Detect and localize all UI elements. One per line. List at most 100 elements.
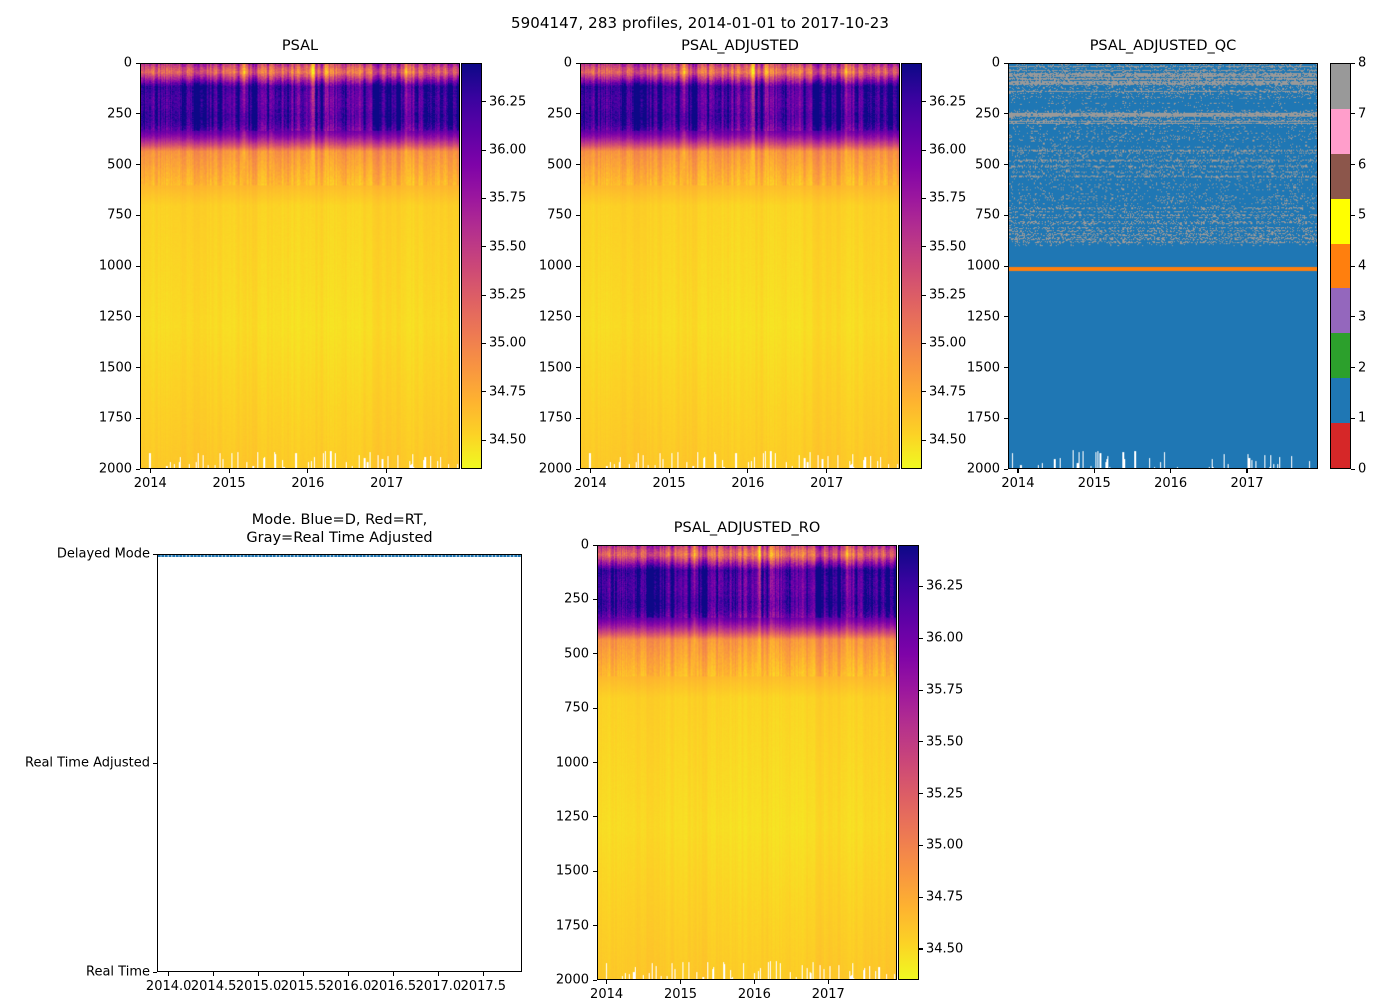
panel-mode-title: Mode. Blue=D, Red=RT, Gray=Real Time Adj… <box>246 512 433 546</box>
psal-cbar-label-0: 34.50 <box>489 432 527 448</box>
psal-adjusted-ytick-label-500: 500 <box>547 157 572 172</box>
psal-adjusted-qc-xtick-2017 <box>1246 469 1248 473</box>
psal-cbar-label-7: 36.25 <box>489 94 527 110</box>
psal-adjusted-qc-cbar-tick-2 <box>1351 367 1355 369</box>
psal-adjusted-ro-xtick-2016 <box>753 980 755 984</box>
psal-adjusted-axes <box>580 63 900 469</box>
psal-adjusted-ro-xtick-label-2015: 2015 <box>663 987 698 1002</box>
psal-adjusted-qc-ytick-2000 <box>1003 468 1008 470</box>
psal-adjusted-cbar-tick-7 <box>922 101 926 103</box>
psal-adjusted-ro-ytick-label-1500: 1500 <box>555 863 589 879</box>
panel-psal-adjusted-qc-title: PSAL_ADJUSTED_QC <box>1089 38 1237 54</box>
figure-suptitle: 5904147, 283 profiles, 2014-01-01 to 201… <box>510 14 890 32</box>
mode-xtick-label-3: 2015.5 <box>280 979 327 994</box>
psal-adjusted-qc-ytick-label-1750: 1750 <box>966 410 1000 426</box>
psal-adjusted-qc-ytick-0 <box>1003 62 1008 64</box>
psal-cbar-tick-4 <box>482 246 486 248</box>
mode-xtick-label-2: 2015.0 <box>235 979 282 994</box>
psal-adjusted-ytick-750 <box>575 214 580 216</box>
psal-adjusted-ytick-label-1250: 1250 <box>538 309 572 325</box>
psal-ytick-1000 <box>135 265 140 267</box>
psal-heatmap <box>141 64 459 468</box>
psal-ytick-250 <box>135 113 140 115</box>
psal-adjusted-qc-cbar-label-2: 2 <box>1358 360 1367 375</box>
qc-colorbar-segment-0 <box>1331 423 1350 468</box>
psal-adjusted-ro-cbar-label-5: 35.75 <box>926 682 964 698</box>
psal-adjusted-ro-colorbar <box>898 545 919 980</box>
psal-ytick-1750 <box>135 417 140 419</box>
qc-colorbar-segment-1 <box>1331 378 1350 424</box>
psal-adjusted-ytick-label-250: 250 <box>547 106 572 122</box>
psal-adjusted-qc-xtick-label-2015: 2015 <box>1077 476 1111 491</box>
psal-cbar-tick-6 <box>482 149 486 151</box>
psal-adjusted-qc-xtick-label-2016: 2016 <box>1154 476 1188 491</box>
psal-adjusted-ro-ytick-label-1250: 1250 <box>555 809 589 825</box>
psal-cbar-tick-5 <box>482 197 486 199</box>
mode-xtick-label-5: 2016.5 <box>370 979 417 994</box>
psal-adjusted-cbar-label-4: 35.50 <box>929 239 967 255</box>
psal-adjusted-ro-ytick-2000 <box>592 979 597 981</box>
psal-ytick-label-500: 500 <box>107 157 132 172</box>
psal-adjusted-ro-cbar-label-1: 34.75 <box>926 889 964 905</box>
psal-adjusted-qc-ytick-250 <box>1003 113 1008 115</box>
psal-adjusted-xtick-label-2017: 2017 <box>810 476 844 491</box>
psal-adjusted-ytick-label-1500: 1500 <box>538 360 572 375</box>
mode-xtick-label-7: 2017.5 <box>460 979 507 994</box>
panel-psal-adjusted-ro-title: PSAL_ADJUSTED_RO <box>673 520 821 536</box>
psal-adjusted-qc-xtick-label-2017: 2017 <box>1230 476 1264 491</box>
psal-adjusted-ro-ytick-1000 <box>592 762 597 764</box>
psal-adjusted-ro-cbar-tick-1 <box>919 896 923 898</box>
psal-adjusted-qc-cbar-label-4: 4 <box>1358 258 1367 274</box>
psal-ytick-label-250: 250 <box>107 106 132 122</box>
psal-adjusted-cbar-tick-0 <box>922 439 926 441</box>
mode-xtick-3 <box>303 972 305 976</box>
psal-ytick-1500 <box>135 367 140 369</box>
psal-adjusted-cbar-tick-4 <box>922 246 926 248</box>
psal-adjusted-qc-ytick-1500 <box>1003 367 1008 369</box>
psal-adjusted-qc-cbar-label-7: 7 <box>1358 106 1367 122</box>
psal-adjusted-ro-xtick-label-2014: 2014 <box>590 987 624 1002</box>
psal-xtick-2014 <box>149 469 151 473</box>
psal-adjusted-ro-cbar-label-7: 36.25 <box>926 578 964 594</box>
psal-adjusted-ro-xtick-label-2016: 2016 <box>737 987 771 1002</box>
psal-adjusted-ytick-500 <box>575 164 580 166</box>
psal-adjusted-cbar-label-6: 36.00 <box>929 142 967 158</box>
qc-colorbar-segment-8 <box>1331 64 1350 109</box>
psal-ytick-label-0: 0 <box>123 55 132 71</box>
psal-adjusted-ro-xtick-2015 <box>679 980 682 984</box>
psal-adjusted-ro-heatmap <box>598 546 896 979</box>
psal-adjusted-qc-ytick-1250 <box>1003 316 1008 318</box>
psal-cbar-label-4: 35.50 <box>489 239 527 255</box>
psal-adjusted-ro-ytick-750 <box>592 707 597 709</box>
psal-adjusted-ro-ytick-1750 <box>592 925 597 927</box>
psal-adjusted-ro-cbar-label-2: 35.00 <box>926 837 964 853</box>
psal-adjusted-ro-ytick-label-250: 250 <box>564 591 589 607</box>
mode-ytick-label-0: Real Time <box>86 964 150 980</box>
psal-adjusted-qc-cbar-tick-8 <box>1351 62 1355 64</box>
psal-adjusted-qc-heatmap <box>1009 64 1317 468</box>
psal-adjusted-cbar-tick-1 <box>922 391 926 393</box>
psal-adjusted-cbar-label-1: 34.75 <box>929 384 967 400</box>
mode-ytick-2 <box>152 553 157 555</box>
mode-xtick-label-0: 2014.0 <box>145 979 192 994</box>
psal-adjusted-ro-ytick-1250 <box>592 816 597 818</box>
panel-psal-adjusted-qc: PSAL_ADJUSTED_QC <box>1008 38 1318 488</box>
mode-xtick-5 <box>392 972 395 976</box>
psal-adjusted-ro-ytick-label-1750: 1750 <box>555 918 589 934</box>
psal-cbar-label-3: 35.25 <box>489 287 527 303</box>
psal-adjusted-cbar-tick-3 <box>922 294 926 296</box>
psal-adjusted-ro-cbar-tick-5 <box>919 689 923 691</box>
psal-adjusted-qc-cbar-label-5: 5 <box>1358 207 1367 223</box>
psal-xtick-label-2015: 2015 <box>212 476 246 491</box>
psal-adjusted-ytick-1250 <box>575 316 580 318</box>
psal-xtick-2016 <box>307 469 309 473</box>
psal-adjusted-ro-ytick-label-0: 0 <box>580 537 589 553</box>
mode-xtick-6 <box>437 972 439 976</box>
psal-ytick-label-1250: 1250 <box>98 309 132 325</box>
psal-ytick-0 <box>135 62 140 64</box>
psal-adjusted-qc-ytick-500 <box>1003 164 1008 166</box>
psal-adjusted-ro-ytick-label-1000: 1000 <box>555 755 589 770</box>
qc-colorbar-segment-7 <box>1331 108 1350 154</box>
psal-cbar-label-2: 35.00 <box>489 335 527 351</box>
mode-xtick-0 <box>168 972 170 976</box>
